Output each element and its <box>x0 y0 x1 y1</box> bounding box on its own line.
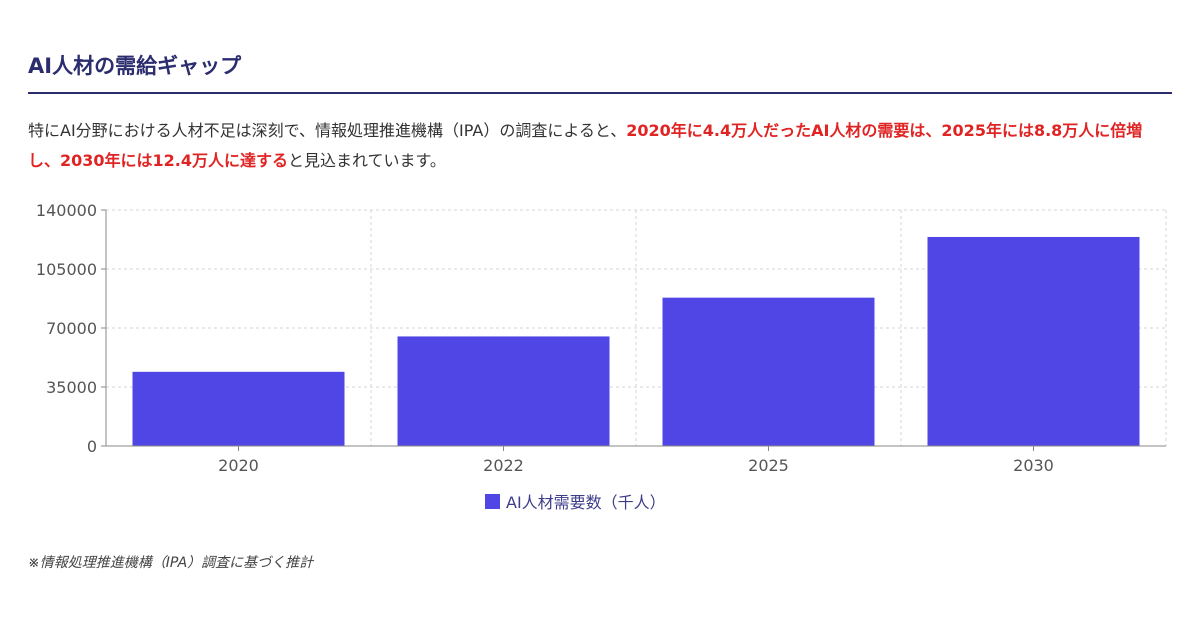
footnote: ※情報処理推進機構（IPA）調査に基づく推計 <box>28 555 314 571</box>
chart-legend[interactable]: AI人材需要数（千人） <box>485 489 666 513</box>
intro-highlight: 2020年に4.4万人だったAI人材の需要は、2025年には8.8万人に倍増し、… <box>28 121 1143 170</box>
bar-2025 <box>662 297 875 446</box>
x-tick-label: 2022 <box>483 456 524 475</box>
intro-text-end: と見込まれています。 <box>288 151 446 170</box>
bar-chart: 0 35000 70000 105000 140000 2020 2022 2025 2030 <box>36 201 1167 475</box>
bar-2020 <box>132 371 345 446</box>
chart-axes: 0 35000 70000 105000 140000 2020 2022 2025 2030 <box>36 201 1166 475</box>
heading-underline <box>28 92 1172 94</box>
bar-2030 <box>927 236 1140 446</box>
section-heading: AI人材の需給ギャップ <box>28 54 242 78</box>
legend-label: AI人材需要数（千人） <box>506 493 666 512</box>
y-tick-label: 70000 <box>46 319 97 338</box>
x-tick-label: 2025 <box>748 456 789 475</box>
legend-swatch <box>485 493 500 509</box>
intro-text: 特にAI分野における人材不足は深刻で、情報処理推進機構（IPA）の調査によると、 <box>28 121 627 140</box>
y-tick-label: 140000 <box>36 201 97 220</box>
x-tick-label: 2020 <box>218 456 259 475</box>
y-tick-label: 35000 <box>46 378 97 397</box>
y-tick-label: 0 <box>87 437 97 456</box>
y-tick-label: 105000 <box>36 260 97 279</box>
bar-2022 <box>397 336 610 446</box>
x-tick-label: 2030 <box>1013 456 1054 475</box>
intro-paragraph: 特にAI分野における人材不足は深刻で、情報処理推進機構（IPA）の調査によると、… <box>28 116 1168 176</box>
chart-bars <box>132 236 1140 446</box>
